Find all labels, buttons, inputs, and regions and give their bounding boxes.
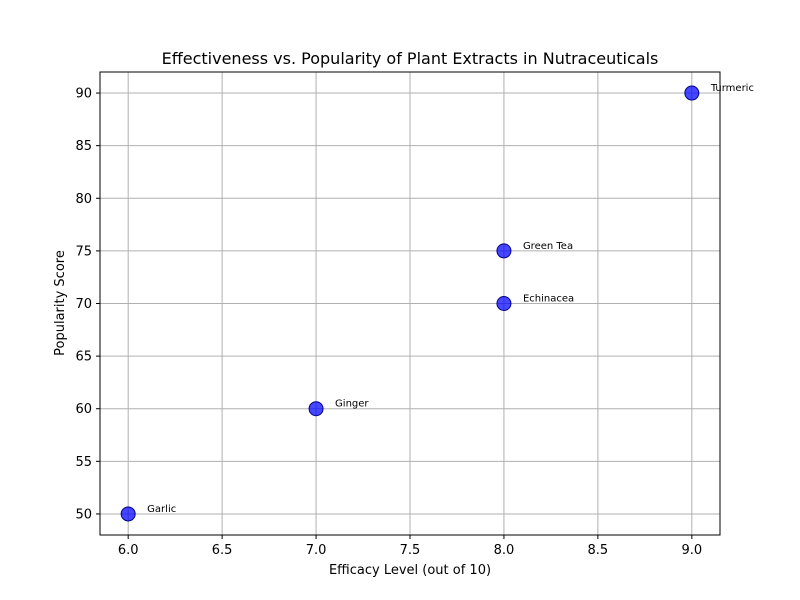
y-tick-label: 90 <box>75 87 92 102</box>
data-point-label: Green Tea <box>523 241 573 252</box>
y-tick-label: 65 <box>75 350 92 365</box>
grid <box>100 72 720 535</box>
point-labels: Turmeric Green Tea Echinacea Ginger Garlic <box>147 83 754 515</box>
data-point <box>496 243 512 259</box>
data-point-label: Echinacea <box>523 294 574 305</box>
data-point <box>120 506 136 522</box>
y-tick-label: 55 <box>75 455 92 470</box>
chart-title: Effectiveness vs. Popularity of Plant Ex… <box>162 49 659 68</box>
x-axis-label: Efficacy Level (out of 10) <box>329 563 491 578</box>
y-tick-label: 70 <box>75 297 92 312</box>
y-tick-label: 80 <box>75 192 92 207</box>
x-tick-label: 9.0 <box>681 543 702 558</box>
data-point-label: Garlic <box>147 504 176 515</box>
axis-ticks: 6.0 6.5 7.0 7.5 8.0 8.5 9.0 50 55 60 65 70 75 80 85 90 <box>75 87 702 558</box>
data-point <box>684 85 700 101</box>
x-tick-label: 8.0 <box>494 543 515 558</box>
y-tick-label: 75 <box>75 244 92 259</box>
data-points <box>120 85 700 522</box>
x-tick-label: 7.5 <box>400 543 421 558</box>
data-point <box>308 401 324 417</box>
y-tick-label: 50 <box>75 507 92 522</box>
data-point-label: Turmeric <box>710 83 754 94</box>
x-tick-label: 8.5 <box>588 543 609 558</box>
x-tick-label: 7.0 <box>306 543 327 558</box>
data-point <box>496 296 512 311</box>
y-axis-label: Popularity Score <box>53 250 68 356</box>
y-tick-label: 85 <box>75 139 92 154</box>
data-point-label: Ginger <box>335 399 369 410</box>
x-tick-label: 6.5 <box>212 543 233 558</box>
x-tick-label: 6.0 <box>118 543 139 558</box>
y-tick-label: 60 <box>75 402 92 417</box>
